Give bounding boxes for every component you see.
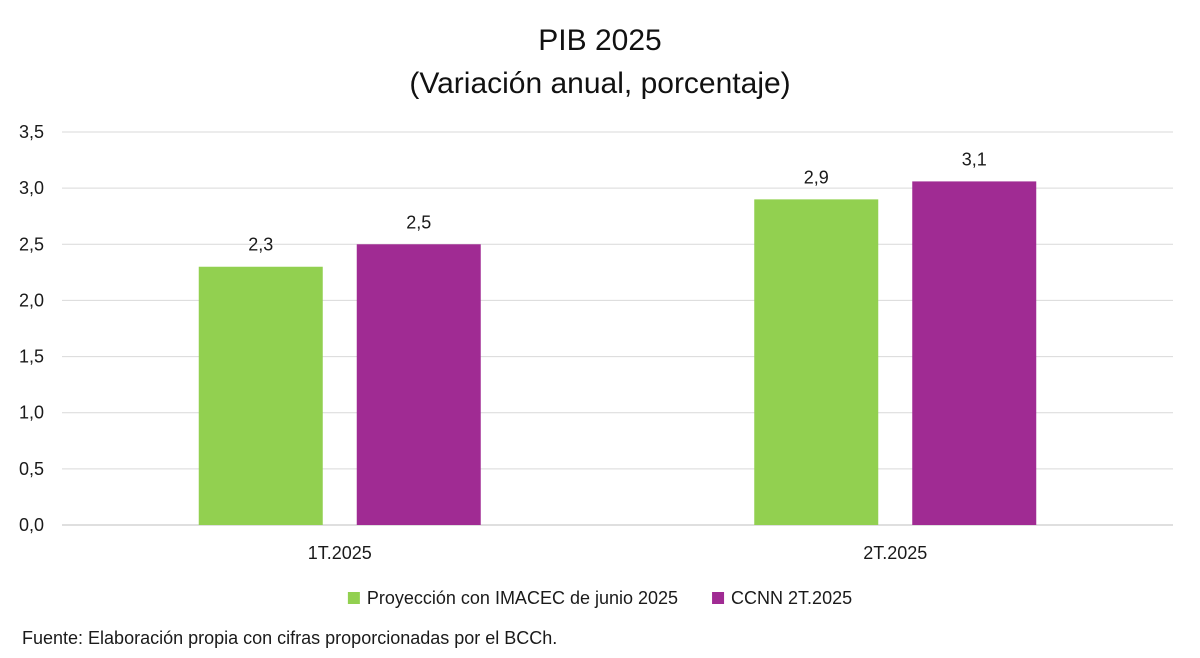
data-label: 2,3 (248, 235, 273, 255)
legend-swatch (712, 592, 725, 604)
legend-swatch (347, 592, 360, 604)
y-tick-label: 2,5 (19, 234, 44, 254)
legend-label: Proyección con IMACEC de junio 2025 (367, 588, 678, 608)
data-label: 2,9 (804, 167, 829, 187)
chart-subtitle: (Variación anual, porcentaje) (409, 67, 790, 100)
legend-label: CCNN 2T.2025 (731, 588, 852, 608)
bar (356, 244, 481, 526)
data-labels: 2,3 2,5 2,9 3,1 (248, 149, 987, 254)
bar (912, 181, 1037, 526)
y-tick-label: 1,5 (19, 347, 44, 367)
source-note: Fuente: Elaboración propia con cifras pr… (22, 628, 558, 648)
x-axis-categories: 1T.2025 2T.2025 (308, 543, 928, 563)
y-tick-label: 2,0 (19, 290, 44, 310)
y-tick-label: 3,5 (19, 122, 44, 142)
bar (198, 266, 323, 525)
x-category-label: 2T.2025 (863, 543, 927, 563)
x-category-label: 1T.2025 (308, 543, 372, 563)
data-label: 2,5 (406, 212, 431, 232)
y-axis-ticks: 0,0 0,5 1,0 1,5 2,0 2,5 3,0 3,5 (19, 122, 44, 535)
legend-item: CCNN 2T.2025 (712, 588, 852, 608)
y-tick-label: 0,5 (19, 459, 44, 479)
y-tick-label: 1,0 (19, 403, 44, 423)
y-tick-label: 3,0 (19, 178, 44, 198)
y-tick-label: 0,0 (19, 515, 44, 535)
bars (198, 181, 1037, 526)
legend-item: Proyección con IMACEC de junio 2025 (347, 588, 678, 608)
chart-title: PIB 2025 (538, 24, 661, 57)
bar (754, 199, 879, 525)
legend: Proyección con IMACEC de junio 2025 CCNN … (347, 588, 852, 608)
data-label: 3,1 (962, 149, 987, 169)
